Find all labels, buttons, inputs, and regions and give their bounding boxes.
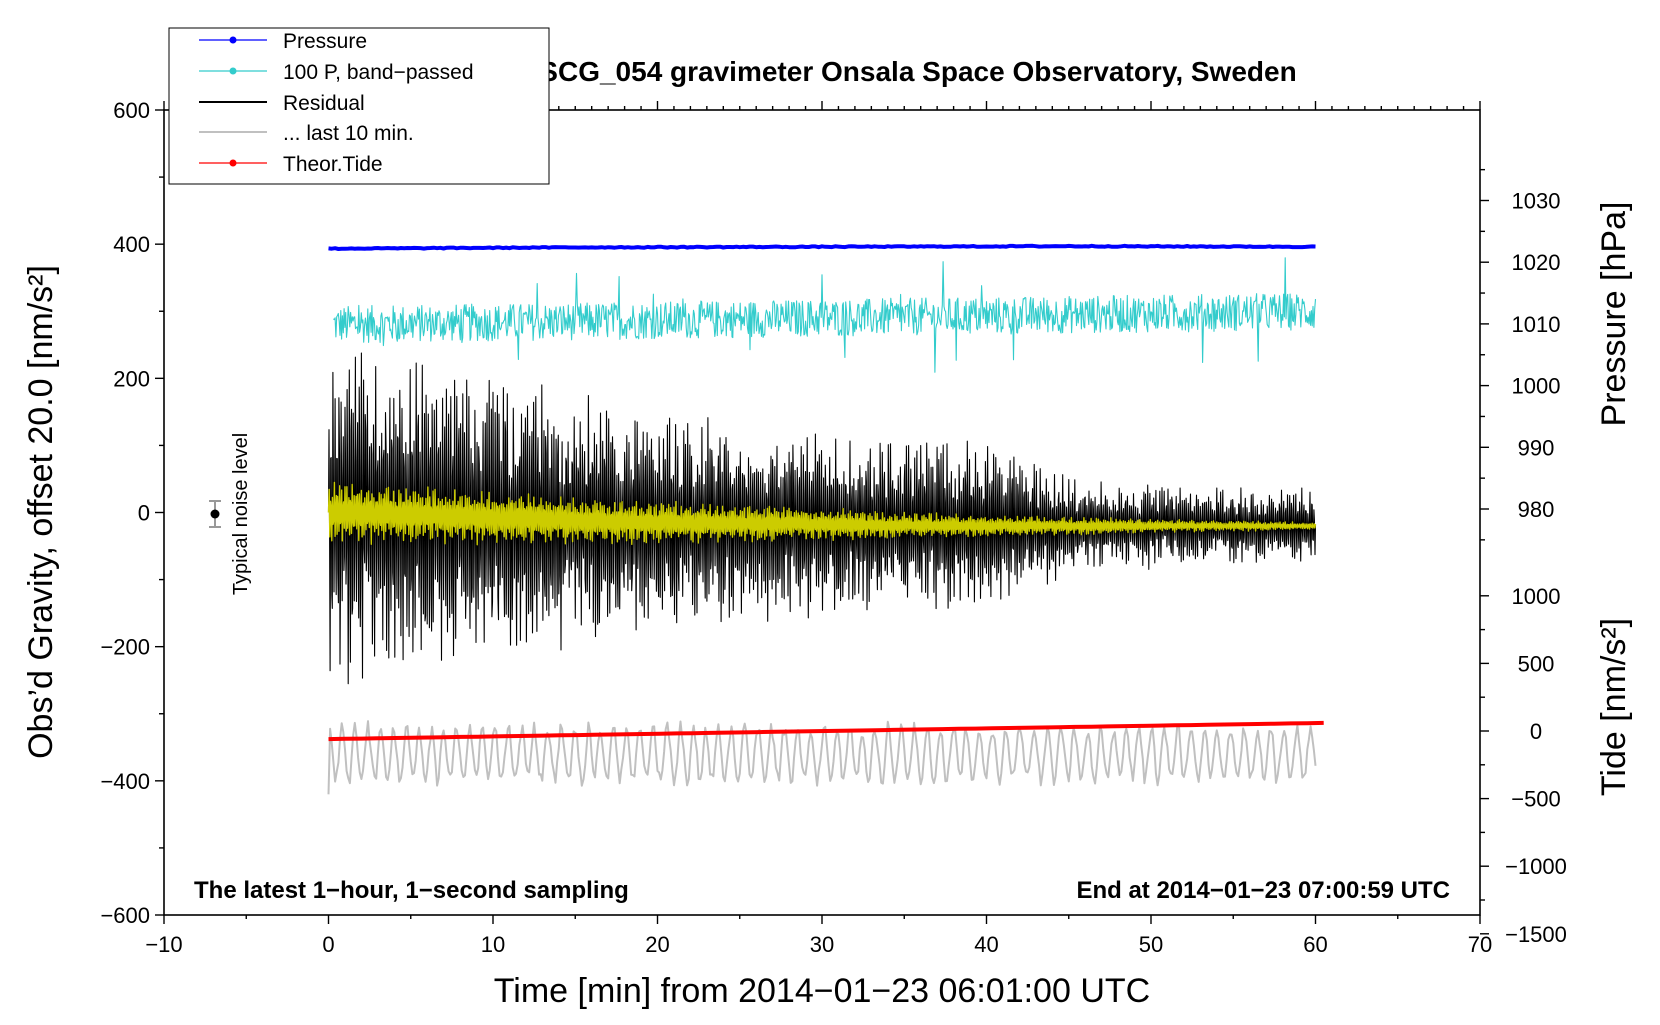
note-end-time: End at 2014−01−23 07:00:59 UTC [1076, 877, 1450, 904]
legend-label-pressure: Pressure [283, 30, 367, 53]
tide-tick-label: 1000 [1512, 584, 1561, 609]
pressure-tick-label: 1020 [1512, 250, 1561, 275]
legend-label-bandpass: 100 P, band−passed [283, 61, 474, 84]
x-tick-label: 50 [1139, 932, 1163, 957]
tide-tick-label: 0 [1530, 719, 1542, 744]
y-tick-label: 600 [113, 98, 150, 123]
x-tick-label: 0 [322, 932, 334, 957]
pressure-tick-label: 1030 [1512, 189, 1561, 214]
tide-tick-label: 500 [1518, 651, 1555, 676]
x-tick-label: 70 [1468, 932, 1492, 957]
y-axis-title: Obs’d Gravity, offset 20.0 [nm/s²] [22, 265, 60, 759]
tide-tick-label: −1500 [1505, 922, 1567, 947]
pressure-tick-label: 980 [1518, 497, 1555, 522]
series-pressure-line [328, 243, 1316, 251]
legend-marker-tide [229, 159, 237, 167]
x-tick-label: 30 [810, 932, 834, 957]
x-tick-label: 10 [481, 932, 505, 957]
series-filtered-line [327, 481, 1317, 546]
x-tick-label: 60 [1303, 932, 1327, 957]
tide-tick-label: −1000 [1505, 854, 1567, 879]
tide-tick-label: −500 [1511, 787, 1561, 812]
y-tick-label: −200 [100, 635, 150, 660]
legend-marker-pressure [229, 36, 237, 44]
y-tick-label: −600 [100, 903, 150, 928]
x-tick-label: 40 [974, 932, 998, 957]
noise-label: Typical noise level [230, 433, 252, 595]
series-layer [327, 243, 1324, 795]
noise-point [210, 509, 220, 519]
pressure-tick-label: 1000 [1512, 374, 1561, 399]
chart-title: SCG_054 gravimeter Onsala Space Observat… [539, 56, 1296, 87]
noise-marker: Typical noise level [209, 433, 252, 595]
y-tick-label: 400 [113, 232, 150, 257]
y-tick-label: 200 [113, 366, 150, 391]
pressure-axis-title: Pressure [hPa] [1595, 202, 1633, 427]
legend-label-tide: Theor.Tide [283, 153, 383, 176]
x-tick-label: 20 [645, 932, 669, 957]
legend-marker-bandpass [229, 67, 237, 75]
legend-label-residual: Residual [283, 92, 365, 115]
x-axis-title: Time [min] from 2014−01−23 06:01:00 UTC [494, 972, 1150, 1010]
tide-axis-title: Tide [nm/s²] [1595, 618, 1633, 796]
note-sampling: The latest 1−hour, 1−second sampling [194, 877, 629, 904]
series-last10-line [327, 720, 1317, 795]
pressure-tick-label: 990 [1518, 435, 1555, 460]
ticks-layer: −10 0 10 20 30 40 50 60 706004002000−200−400−600… [100, 98, 1566, 957]
y-tick-label: −400 [100, 769, 150, 794]
y-tick-label: 0 [138, 501, 150, 526]
x-tick-label: −10 [145, 932, 182, 957]
legend-box [168, 27, 550, 185]
legend: Pressure 100 P, band−passed Residual ...… [168, 27, 550, 185]
pressure-tick-label: 1010 [1512, 312, 1561, 337]
series-bandpass-line [333, 257, 1317, 373]
legend-label-last10: ... last 10 min. [283, 122, 414, 145]
series-tide-line [328, 720, 1324, 742]
